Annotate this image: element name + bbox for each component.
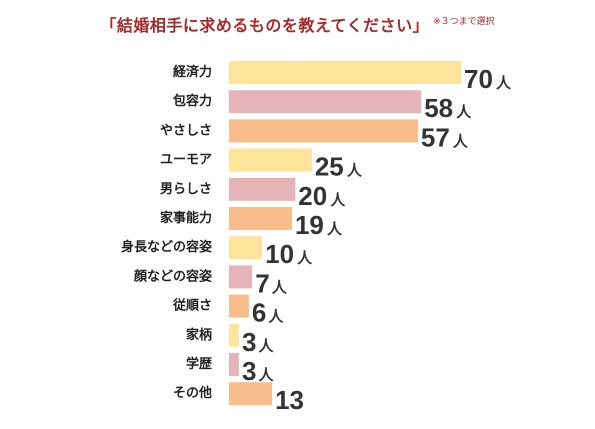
- unit-label: 人: [456, 103, 472, 121]
- unit-label: 人: [347, 162, 363, 180]
- chart-title: 「結婚相手に求めるものを教えてください」 ※３つまで選択: [0, 12, 595, 36]
- category-label: 経済力: [173, 64, 212, 80]
- value-label: 25: [315, 152, 344, 182]
- category-label: 家事能力: [160, 210, 212, 226]
- bar: [229, 207, 292, 230]
- bar: [229, 265, 253, 289]
- title-text: 「結婚相手に求めるものを教えてください」: [100, 16, 430, 35]
- category-label: 学歴: [186, 356, 212, 372]
- unit-label: 人: [453, 132, 469, 150]
- category-label: 男らしさ: [160, 182, 212, 197]
- unit-label: 人: [297, 249, 313, 267]
- category-label: 従順さ: [172, 298, 212, 314]
- value-label: 13: [275, 385, 304, 415]
- value-label: 3: [242, 356, 256, 386]
- value-label: 10: [265, 239, 294, 269]
- bar: [229, 382, 273, 406]
- bar: [229, 353, 239, 376]
- selection-note: ※３つまで選択: [433, 17, 495, 27]
- category-label: 包容力: [173, 93, 212, 109]
- category-label: 顔などの容姿: [133, 268, 212, 284]
- value-label: 70: [464, 64, 493, 94]
- unit-label: 人: [258, 366, 274, 384]
- unit-label: 人: [268, 308, 284, 326]
- bar: [229, 61, 461, 84]
- unit-label: 人: [272, 278, 288, 296]
- value-label: 57: [421, 122, 450, 152]
- unit-label: 人: [258, 337, 274, 355]
- category-label: 身長などの容姿: [121, 239, 212, 255]
- unit-label: 人: [330, 191, 346, 209]
- bar: [229, 148, 312, 172]
- value-label: 3: [242, 327, 256, 357]
- category-label: やさしさ: [160, 123, 212, 138]
- category-label: ユーモア: [160, 153, 212, 168]
- bar: [229, 177, 296, 201]
- value-label: 6: [252, 298, 266, 328]
- bar: [229, 323, 239, 347]
- value-label: 58: [424, 93, 453, 123]
- bar: [229, 294, 249, 318]
- category-label: その他: [173, 385, 212, 401]
- unit-label: 人: [327, 220, 343, 238]
- bar: [229, 90, 422, 114]
- bar: [229, 236, 263, 260]
- unit-label: 人: [496, 74, 512, 92]
- value-label: 20: [298, 181, 327, 211]
- bar: [229, 119, 418, 143]
- value-label: 7: [255, 268, 269, 298]
- category-label: 家柄: [186, 327, 212, 343]
- value-label: 19: [295, 210, 324, 240]
